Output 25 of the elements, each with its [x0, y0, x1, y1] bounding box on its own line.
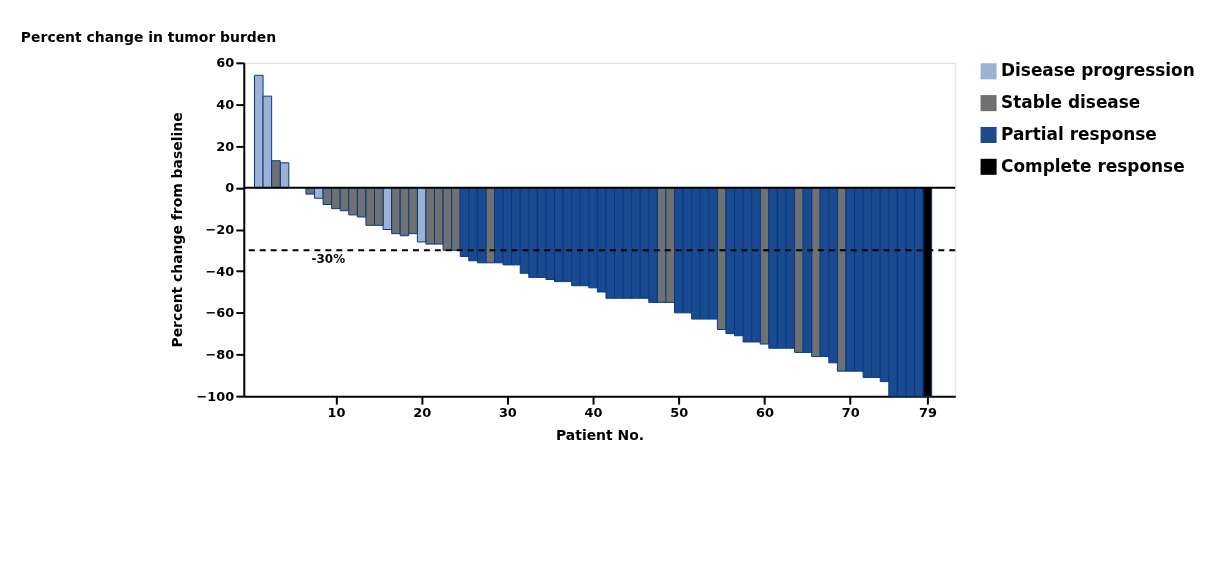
x-tick-label: 10 — [327, 404, 346, 420]
legend-label: Stable disease — [1001, 92, 1141, 113]
chart-title: Percent change in tumor burden — [20, 28, 277, 45]
y-tick-label: 60 — [216, 55, 235, 71]
legend-label: Complete response — [1001, 155, 1185, 176]
x-axis-title: Patient No. — [556, 427, 645, 444]
y-tick-label: −100 — [196, 388, 235, 404]
x-tick-label: 79 — [918, 404, 937, 420]
y-tick-label: 40 — [216, 96, 235, 112]
legend-label: Disease progression — [1001, 60, 1195, 81]
x-tick-label: 60 — [756, 404, 775, 420]
x-tick-label: 40 — [584, 404, 603, 420]
y-tick-label: 20 — [216, 138, 235, 154]
y-axis-title: Percent change from baseline — [168, 112, 185, 348]
y-tick-label: −40 — [205, 263, 235, 279]
y-tick-label: 0 — [225, 180, 235, 196]
x-tick-label: 70 — [841, 404, 860, 420]
y-tick-label: −60 — [205, 305, 235, 321]
legend-label: Partial response — [1001, 123, 1157, 144]
x-tick-label: 50 — [670, 404, 689, 420]
ref-line-label: -30% — [311, 252, 346, 267]
y-tick-label: −20 — [205, 221, 235, 237]
x-tick-label: 30 — [498, 404, 517, 420]
x-tick-label: 20 — [413, 404, 432, 420]
y-tick-label: −80 — [205, 346, 235, 362]
